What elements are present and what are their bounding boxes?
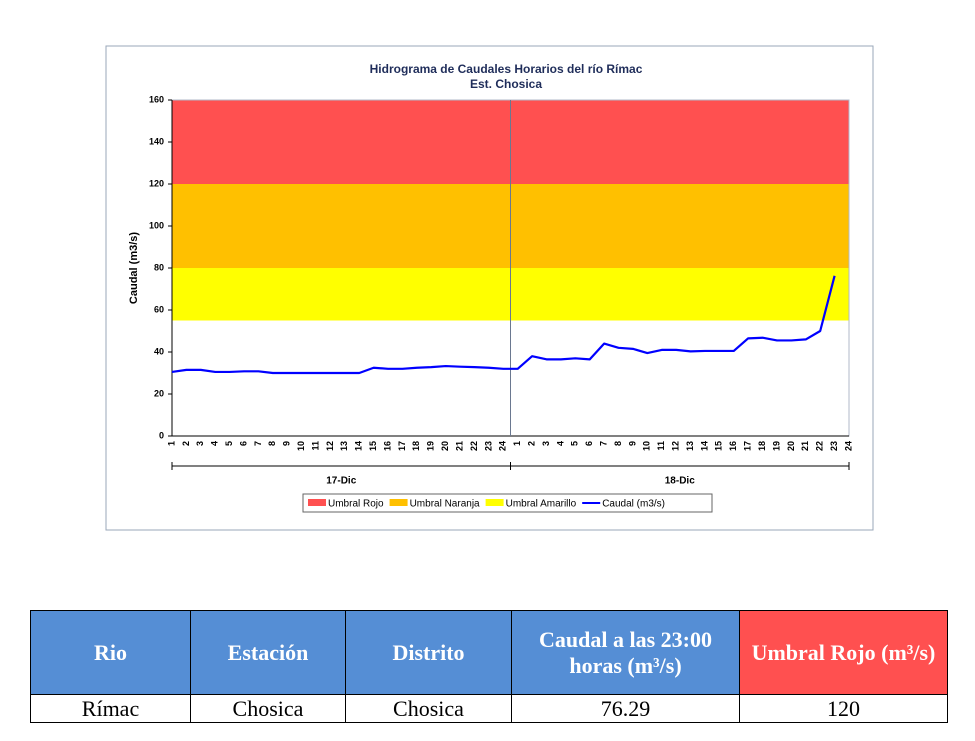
x-tick-label: 21 — [800, 441, 810, 451]
y-tick-label: 80 — [154, 262, 164, 272]
header-row: Rio Estación Distrito Caudal a las 23:00… — [30, 610, 948, 695]
x-tick-label: 7 — [599, 441, 609, 446]
legend-swatch — [389, 499, 408, 506]
summary-table: Rio Estación Distrito Caudal a las 23:00… — [30, 610, 948, 723]
x-tick-label: 16 — [728, 441, 738, 451]
cell: Chosica — [190, 694, 346, 723]
y-tick-label: 20 — [154, 388, 164, 398]
x-tick-label: 12 — [325, 441, 335, 451]
x-tick-label: 15 — [368, 441, 378, 451]
x-tick-label: 17 — [397, 441, 407, 451]
x-tick-label: 2 — [181, 441, 191, 446]
x-tick-label: 5 — [224, 441, 234, 446]
group-label: 17-Dic — [326, 476, 356, 487]
cell: 120 — [739, 694, 948, 723]
x-tick-label: 6 — [238, 441, 248, 446]
x-tick-label: 5 — [570, 441, 580, 446]
x-tick-label: 19 — [771, 441, 781, 451]
legend-label: Umbral Amarillo — [506, 499, 577, 510]
cell: 76.29 — [511, 694, 740, 723]
x-tick-label: 13 — [339, 441, 349, 451]
legend-label: Umbral Rojo — [328, 499, 384, 510]
x-tick-label: 16 — [382, 441, 392, 451]
x-tick-label: 10 — [642, 441, 652, 451]
x-tick-label: 1 — [166, 441, 176, 446]
x-tick-label: 1 — [512, 441, 522, 446]
x-tick-label: 11 — [310, 441, 320, 451]
x-tick-label: 22 — [815, 441, 825, 451]
x-tick-label: 3 — [195, 441, 205, 446]
x-tick-label: 20 — [786, 441, 796, 451]
x-tick-label: 12 — [671, 441, 681, 451]
legend-box — [302, 493, 713, 513]
legend-swatch — [308, 499, 326, 506]
x-tick-label: 18 — [411, 441, 421, 451]
x-tick-label: 2 — [526, 441, 536, 446]
x-tick-label: 4 — [555, 441, 565, 446]
x-tick-label: 9 — [282, 441, 292, 446]
x-tick-label: 20 — [440, 441, 450, 451]
y-tick-label: 60 — [154, 304, 164, 314]
x-tick-label: 9 — [627, 441, 637, 446]
cell: Chosica — [345, 694, 512, 723]
x-tick-label: 8 — [267, 441, 277, 446]
x-tick-label: 15 — [714, 441, 724, 451]
legend-label: Caudal (m3/s) — [602, 499, 665, 510]
x-tick-label: 23 — [483, 441, 493, 451]
x-tick-label: 8 — [613, 441, 623, 446]
legend: Umbral Rojo Umbral Naranja Umbral Amarillo… — [302, 493, 713, 513]
x-tick-label: 22 — [469, 441, 479, 451]
x-tick-label: 17 — [743, 441, 753, 451]
x-tick-label: 14 — [354, 441, 364, 451]
cell: Rímac — [30, 694, 191, 723]
y-tick-label: 100 — [149, 220, 164, 230]
header-cell: Umbral Rojo (m³/s) — [739, 610, 948, 695]
x-tick-label: 11 — [656, 441, 666, 451]
chart-title: Hidrograma de Caudales Horarios del río … — [370, 62, 643, 76]
header-cell: Rio — [30, 610, 191, 695]
y-axis-label: Caudal (m3/s) — [128, 232, 140, 304]
caudal-line — [171, 275, 836, 375]
y-tick-label: 120 — [149, 178, 164, 188]
legend-swatch — [485, 499, 504, 506]
header-cell: Distrito — [345, 610, 512, 695]
header-cell: Caudal a las 23:00 horas (m³/s) — [511, 610, 740, 695]
x-tick-label: 14 — [699, 441, 709, 451]
x-tick-label: 3 — [541, 441, 551, 446]
y-tick-label: 140 — [149, 136, 164, 146]
x-tick-label: 13 — [685, 441, 695, 451]
y-tick-label: 40 — [154, 346, 164, 356]
y-tick-label: 160 — [149, 94, 164, 104]
x-tick-label: 7 — [253, 441, 263, 446]
x-tick-label: 6 — [584, 441, 594, 446]
x-tick-label: 21 — [454, 441, 464, 451]
data-row: Rímac Chosica Chosica 76.29 120 — [30, 694, 948, 723]
x-tick-label: 24 — [498, 441, 508, 451]
x-tick-label: 18 — [757, 441, 767, 451]
chart-subtitle: Est. Chosica — [470, 77, 542, 91]
x-tick-label: 23 — [829, 441, 839, 451]
group-label: 18-Dic — [665, 476, 695, 487]
x-tick-label: 10 — [296, 441, 306, 451]
x-tick-label: 24 — [843, 441, 853, 451]
x-tick-label: 19 — [426, 441, 436, 451]
legend-label: Umbral Naranja — [410, 499, 480, 510]
y-tick-label: 0 — [159, 430, 164, 440]
x-tick-label: 4 — [210, 441, 220, 446]
header-cell: Estación — [190, 610, 346, 695]
